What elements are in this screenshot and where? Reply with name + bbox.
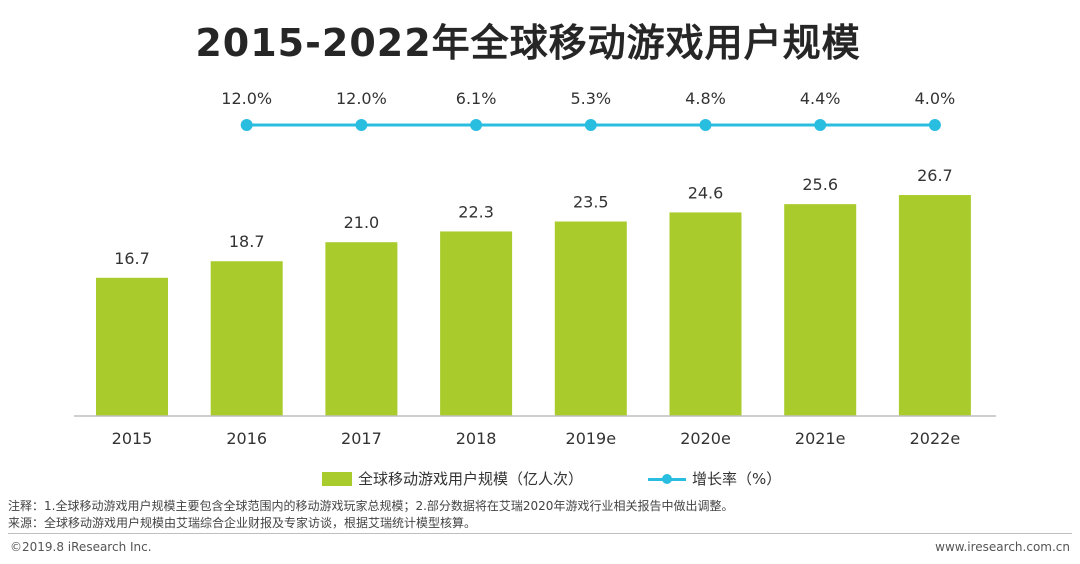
chart-source: 来源：全球移动游戏用户规模由艾瑞综合企业财报及专家访谈，根据艾瑞统计模型核算。 xyxy=(8,516,477,530)
x-tick-label-2021e: 2021e xyxy=(795,429,846,448)
growth-point-2022e xyxy=(928,119,941,131)
chart-title: 2015-2022年全球移动游戏用户规模 xyxy=(195,21,861,65)
x-tick-label-2019e: 2019e xyxy=(566,429,617,448)
growth-point-2017 xyxy=(355,119,368,131)
copyright-text: ©2019.8 iResearch Inc. xyxy=(10,540,152,554)
bar-value-label-2015: 16.7 xyxy=(114,249,150,268)
growth-label-2020e: 4.8% xyxy=(685,89,726,108)
growth-point-2020e xyxy=(699,119,712,131)
chart-canvas: 16.7 2015 18.7 2016 21.0 2017 22.3 2018 23.5 2019… xyxy=(74,89,996,448)
legend-label-bar: 全球移动游戏用户规模（亿人次） xyxy=(358,470,584,488)
x-tick-label-2016: 2016 xyxy=(226,429,267,448)
x-tick-label-2022e: 2022e xyxy=(910,429,961,448)
bar-value-label-2016: 18.7 xyxy=(229,232,265,251)
chart-note: 注释：1.全球移动游戏用户规模主要包含全球范围内的移动游戏玩家总规模；2.部分数… xyxy=(8,499,734,513)
growth-point-2018 xyxy=(470,119,483,131)
x-tick-label-2015: 2015 xyxy=(112,429,153,448)
growth-label-2018: 6.1% xyxy=(456,89,497,108)
bar-value-label-2021e: 25.6 xyxy=(802,175,838,194)
growth-label-2017: 12.0% xyxy=(336,89,387,108)
bar-2022e xyxy=(898,195,971,416)
bar-2017 xyxy=(325,242,398,416)
footer-divider xyxy=(8,533,1072,534)
growth-point-2019e xyxy=(584,119,597,131)
bar-value-label-2022e: 26.7 xyxy=(917,166,953,185)
bar-2021e xyxy=(784,204,857,416)
bar-2019e xyxy=(554,221,627,416)
growth-point-2021e xyxy=(814,119,827,131)
bar-2016 xyxy=(210,261,283,416)
bar-value-label-2018: 22.3 xyxy=(458,202,494,221)
x-tick-label-2020e: 2020e xyxy=(680,429,731,448)
growth-label-2016: 12.0% xyxy=(221,89,272,108)
bar-2020e xyxy=(669,212,742,416)
growth-point-2016 xyxy=(240,119,253,131)
x-tick-label-2017: 2017 xyxy=(341,429,382,448)
growth-label-2021e: 4.4% xyxy=(800,89,841,108)
growth-label-2022e: 4.0% xyxy=(915,89,956,108)
bar-value-label-2020e: 24.6 xyxy=(688,183,724,202)
growth-label-2019e: 5.3% xyxy=(570,89,611,108)
legend-label-line: 增长率（%） xyxy=(692,470,782,488)
website-text: www.iresearch.com.cn xyxy=(935,540,1070,554)
bar-value-label-2019e: 23.5 xyxy=(573,193,609,212)
legend-swatch-line xyxy=(648,472,686,486)
bar-2015 xyxy=(96,277,168,416)
legend-swatch-bar xyxy=(322,471,352,486)
legend-item-line: 增长率（%） xyxy=(648,468,781,489)
bar-2018 xyxy=(440,231,513,416)
legend-item-bar: 全球移动游戏用户规模（亿人次） xyxy=(322,468,583,489)
x-tick-label-2018: 2018 xyxy=(456,429,497,448)
bar-value-label-2017: 21.0 xyxy=(344,213,380,232)
